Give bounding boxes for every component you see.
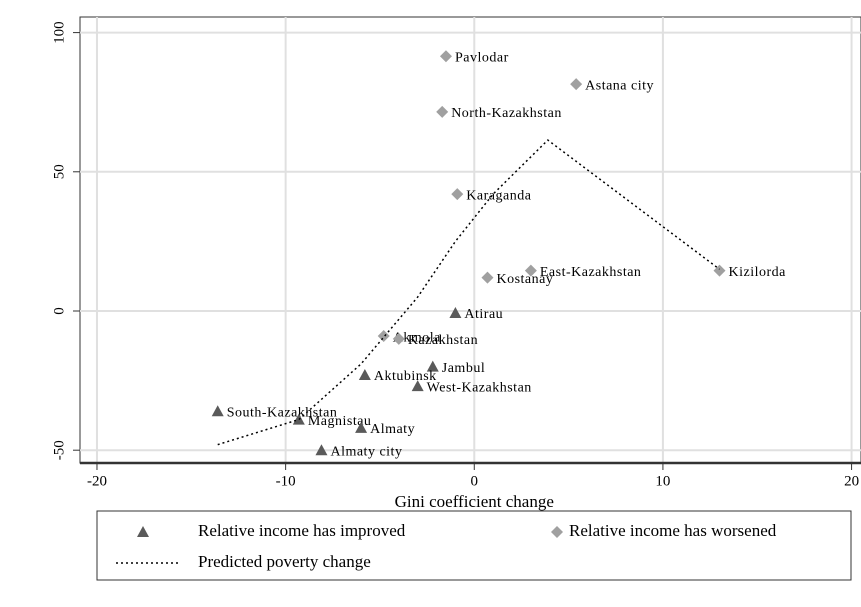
- triangle-marker: [426, 360, 439, 372]
- triangle-marker: [315, 444, 328, 456]
- x-tick-label: 10: [655, 473, 670, 489]
- y-tick-label: 100: [51, 21, 67, 44]
- legend-label: Relative income has worsened: [569, 521, 777, 540]
- diamond-marker: [436, 105, 449, 118]
- legend-label: Relative income has improved: [198, 521, 406, 540]
- point-label: Almaty: [370, 422, 415, 437]
- diamond-marker: [377, 330, 390, 343]
- x-tick-label: -10: [276, 473, 296, 489]
- x-tick-label: 0: [471, 473, 479, 489]
- legend-box: [96, 510, 852, 581]
- triangle-marker: [211, 405, 224, 417]
- x-tick-label: 20: [844, 473, 859, 489]
- triangle-marker: [449, 306, 462, 318]
- point-label: Kizilorda: [729, 265, 787, 280]
- point-label: Almaty city: [330, 444, 402, 459]
- point-label: Aktubinsk: [374, 369, 437, 384]
- diamond-marker: [439, 50, 452, 63]
- diamond-marker: [713, 264, 726, 277]
- plot-area: [79, 16, 861, 464]
- x-axis-label: Gini coefficient change: [395, 492, 554, 511]
- y-tick-label: 50: [51, 164, 67, 179]
- diamond-marker: [451, 188, 464, 201]
- y-tick-label: 0: [51, 307, 67, 315]
- diamond-marker: [551, 526, 563, 538]
- point-label: Atirau: [464, 307, 503, 322]
- point-label: North-Kazakhstan: [451, 106, 562, 121]
- point-label: Jambul: [442, 361, 485, 376]
- point-label: West-Kazakhstan: [427, 380, 532, 395]
- diamond-marker: [392, 332, 405, 345]
- point-label: Pavlodar: [455, 50, 509, 65]
- triangle-marker: [358, 369, 371, 381]
- point-label: Kazakhstan: [408, 333, 478, 348]
- point-label: Astana city: [585, 78, 654, 93]
- triangle-marker: [355, 421, 368, 433]
- point-label: Kostanay: [496, 272, 553, 287]
- x-tick-label: -20: [87, 473, 107, 489]
- point-label: Karaganda: [466, 188, 531, 203]
- point-label: South-Kazakhstan: [227, 405, 338, 420]
- triangle-marker: [411, 380, 424, 392]
- triangle-marker: [137, 526, 149, 537]
- point-label: Magnistau: [308, 414, 372, 429]
- legend-label: Predicted poverty change: [198, 552, 371, 571]
- point-label: East-Kazakhstan: [540, 265, 642, 280]
- point-label: Akmola: [393, 330, 441, 345]
- diamond-marker: [481, 271, 494, 284]
- diamond-marker: [524, 264, 537, 277]
- y-tick-label: -50: [51, 440, 67, 460]
- diamond-marker: [570, 78, 583, 91]
